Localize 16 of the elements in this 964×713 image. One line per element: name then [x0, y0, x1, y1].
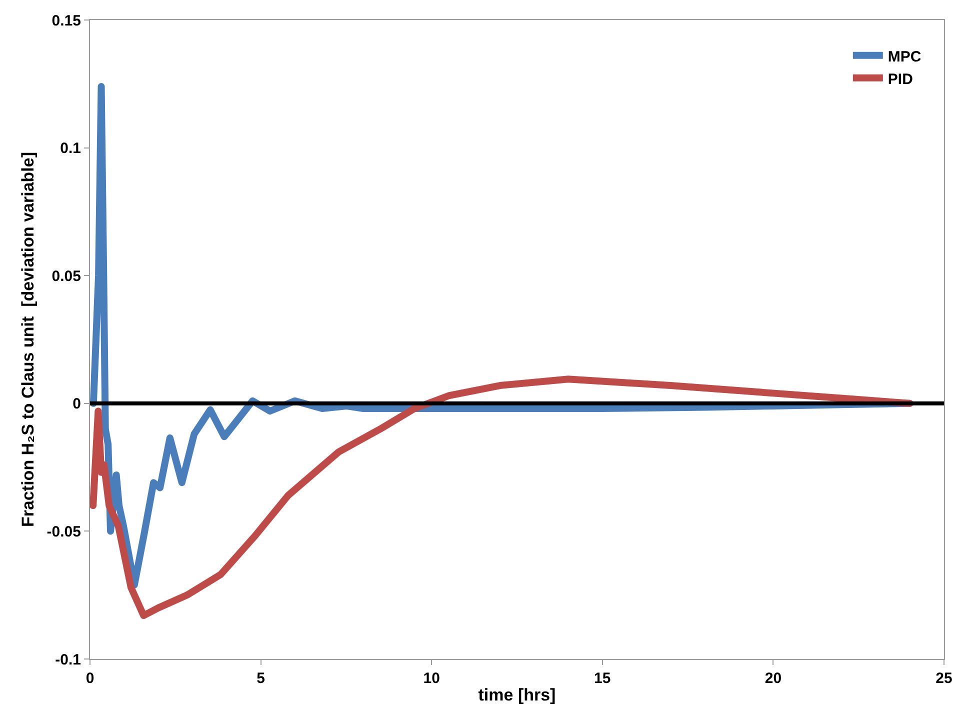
x-axis-title: time [hrs] — [478, 685, 556, 704]
y-tick-label: -0.1 — [55, 651, 81, 668]
y-tick-label: 0.1 — [60, 140, 81, 158]
x-tick-label: 25 — [936, 670, 952, 687]
x-tick-label: 10 — [423, 670, 440, 687]
y-axis-title: Fraction H₂S to Claus unit [deviation variable] — [18, 152, 38, 527]
y-tick-label: 0.15 — [52, 12, 81, 30]
legend-label: PID — [888, 70, 914, 88]
x-tick-label: 20 — [764, 670, 782, 687]
y-tick-label: 0 — [72, 396, 81, 413]
y-tick-label: 0.05 — [52, 268, 81, 285]
x-tick-label: 0 — [86, 670, 94, 687]
y-tick-label: -0.05 — [46, 523, 81, 540]
x-tick-label: 15 — [594, 670, 611, 687]
legend-label: MPC — [888, 48, 922, 66]
x-tick-label: 5 — [256, 670, 265, 687]
